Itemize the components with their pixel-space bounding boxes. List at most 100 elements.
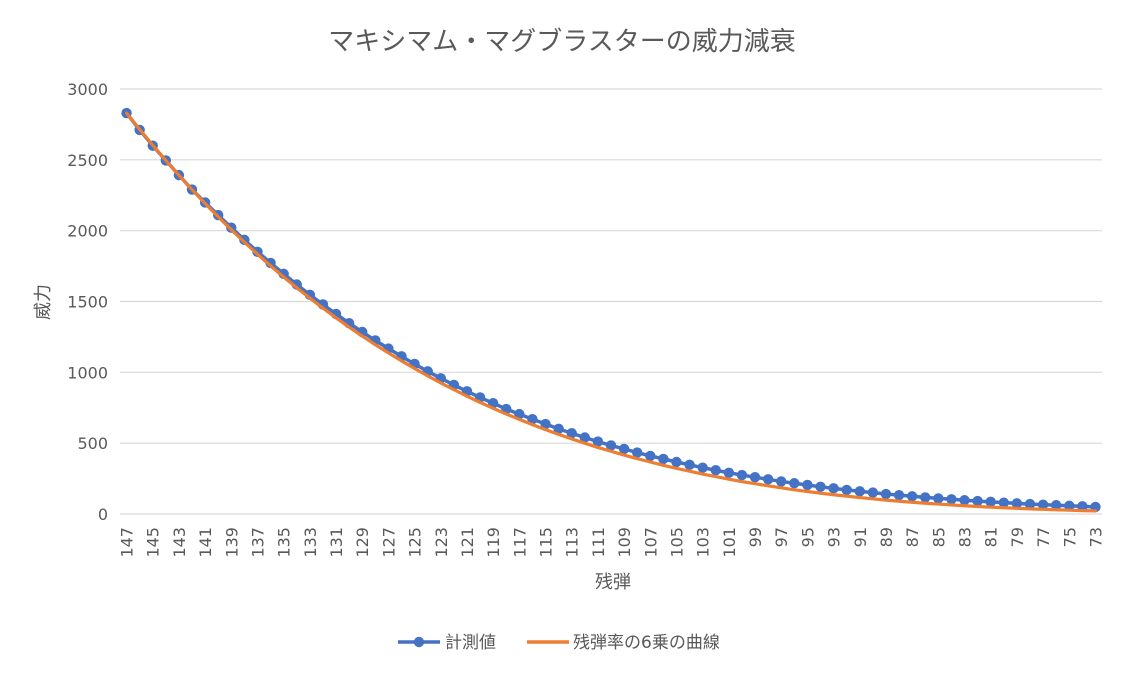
x-tick-label: 131 (327, 527, 346, 558)
x-tick-label: 81 (982, 527, 1001, 547)
data-point (527, 414, 538, 425)
x-tick-label: 75 (1060, 527, 1079, 547)
data-point (645, 450, 656, 462)
legend-swatch-marker (413, 636, 425, 648)
data-point (867, 487, 879, 498)
data-point (671, 456, 682, 468)
data-point (841, 484, 852, 496)
chart-title: マキシマム・マグブラスターの威力減衰 (328, 27, 795, 57)
legend-label: 計測値 (445, 633, 496, 653)
data-point (1037, 499, 1049, 510)
gridlines (120, 88, 1102, 515)
x-tick-label: 133 (301, 527, 320, 558)
x-tick-label: 99 (746, 527, 765, 547)
data-point (815, 481, 826, 492)
data-point (854, 486, 865, 497)
x-tick-label: 77 (1034, 527, 1053, 547)
x-tick-label: 87 (903, 527, 922, 547)
data-point (789, 478, 800, 489)
x-tick-label: 135 (275, 527, 294, 558)
data-point (776, 476, 787, 487)
x-tick-label: 95 (798, 527, 817, 547)
x-tick-label: 123 (432, 527, 451, 558)
data-point (985, 496, 996, 508)
x-tick-label: 145 (144, 527, 163, 558)
data-point (736, 469, 748, 481)
data-point (592, 436, 604, 447)
x-tick-label: 139 (222, 527, 241, 558)
data-point (697, 462, 708, 473)
x-tick-label: 85 (929, 527, 948, 547)
x-tick-label: 127 (379, 527, 398, 558)
series-2 (124, 111, 1098, 513)
x-tick-label: 109 (615, 527, 634, 558)
x-tick-label: 117 (510, 527, 529, 558)
y-axis-ticks: 0 500 1000 1500 2000 2500 3000 (67, 80, 108, 524)
data-point (972, 495, 983, 507)
y-tick-label: 1000 (67, 363, 108, 382)
data-point (1024, 498, 1036, 510)
data-point (1064, 500, 1075, 511)
legend: 計測値 残弾率の6乗の曲線 (398, 633, 720, 653)
data-point (802, 479, 813, 491)
x-tick-label: 125 (406, 527, 425, 558)
data-point (605, 440, 617, 451)
data-point (1050, 500, 1062, 511)
data-point (1011, 498, 1023, 509)
y-tick-label: 3000 (67, 80, 108, 99)
data-point (998, 497, 1009, 508)
y-tick-label: 2000 (67, 222, 108, 241)
x-tick-label: 83 (956, 527, 975, 547)
data-point (618, 443, 630, 455)
data-point (579, 432, 591, 443)
x-tick-label: 121 (458, 527, 477, 558)
x-axis-label: 残弾 (595, 572, 631, 593)
legend-item-measured: 計測値 (398, 633, 496, 653)
data-point (710, 465, 721, 476)
data-point (828, 483, 839, 494)
y-tick-label: 1500 (67, 293, 108, 312)
x-tick-label: 147 (118, 527, 137, 558)
x-tick-label: 119 (484, 527, 503, 558)
x-tick-label: 91 (851, 527, 870, 547)
data-point (723, 467, 735, 478)
data-point (906, 491, 918, 502)
x-tick-label: 101 (720, 527, 739, 558)
data-point (920, 492, 931, 503)
y-tick-label: 2500 (67, 151, 108, 170)
x-axis-ticks: 147 145 143 141 139 137 135 133 131 129 127 125 123 1… (118, 527, 1106, 558)
x-tick-label: 97 (772, 527, 791, 547)
y-tick-label: 500 (77, 434, 108, 453)
x-tick-label: 113 (563, 527, 582, 558)
x-tick-label: 137 (248, 527, 267, 558)
data-point (959, 495, 970, 506)
series-layer (121, 107, 1101, 513)
data-point (631, 447, 643, 458)
x-tick-label: 105 (667, 527, 686, 558)
data-point (880, 488, 892, 500)
data-point (684, 459, 695, 471)
y-tick-label: 0 (98, 505, 108, 524)
data-point (540, 418, 551, 430)
x-tick-label: 89 (877, 527, 896, 547)
x-tick-label: 73 (1086, 527, 1105, 547)
data-point (749, 471, 761, 483)
x-tick-label: 141 (196, 527, 215, 558)
x-tick-label: 143 (170, 527, 189, 558)
x-tick-label: 115 (537, 527, 556, 558)
x-tick-label: 107 (641, 527, 660, 558)
x-tick-label: 103 (694, 527, 713, 558)
data-point (946, 494, 957, 505)
y-axis-label: 威力 (33, 284, 54, 320)
x-tick-label: 129 (353, 527, 372, 558)
x-tick-label: 93 (825, 527, 844, 547)
data-point (658, 453, 669, 465)
data-point (553, 423, 564, 435)
data-point (893, 489, 905, 501)
legend-label: 残弾率の6乗の曲線 (573, 633, 720, 653)
series-line (124, 111, 1098, 513)
data-point (566, 428, 577, 439)
data-point (762, 474, 774, 485)
